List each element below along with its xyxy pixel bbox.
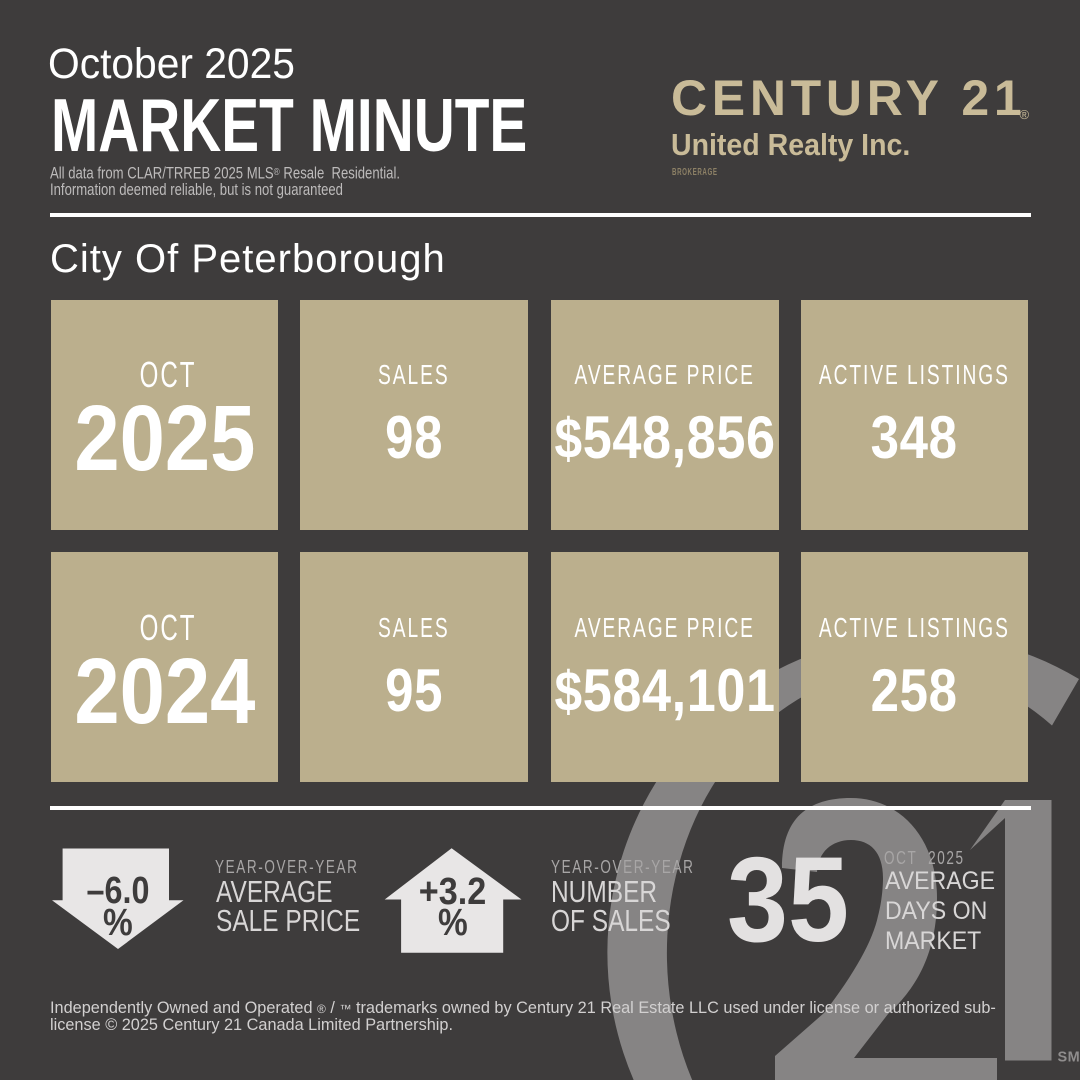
svg-text:SM: SM [1058, 1050, 1080, 1066]
